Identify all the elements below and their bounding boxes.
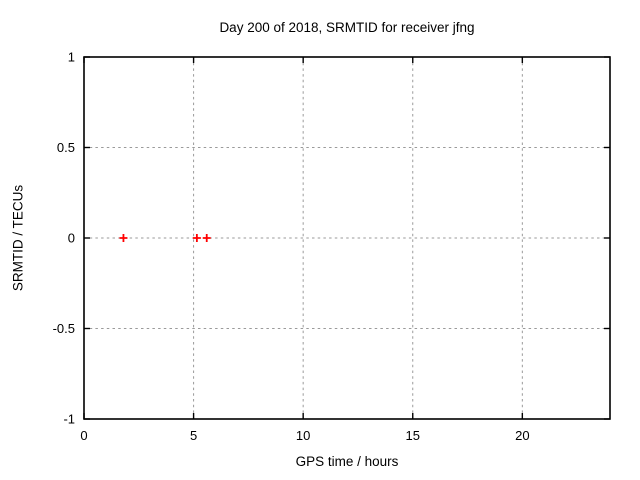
x-tick-label: 10: [296, 428, 310, 443]
y-tick-label: -0.5: [53, 321, 75, 336]
data-point-marker: [119, 234, 128, 242]
plot-frame: [83, 56, 611, 420]
data-point-marker: [192, 234, 201, 242]
y-tick-label: -1: [63, 412, 75, 427]
y-axis-label: SRMTID / TECUs: [10, 184, 26, 292]
x-axis-label: GPS time / hours: [295, 454, 399, 469]
x-tick-label: 20: [515, 428, 529, 443]
x-tick-label: 0: [80, 428, 87, 443]
x-tick-label: 15: [406, 428, 420, 443]
x-tick-label: 5: [190, 428, 197, 443]
data-point-marker: [202, 234, 211, 242]
chart-title: Day 200 of 2018, SRMTID for receiver jfn…: [219, 20, 475, 35]
y-tick-label: 0: [68, 231, 75, 246]
y-tick-label: 1: [68, 50, 75, 65]
y-tick-label: 0.5: [57, 140, 75, 155]
